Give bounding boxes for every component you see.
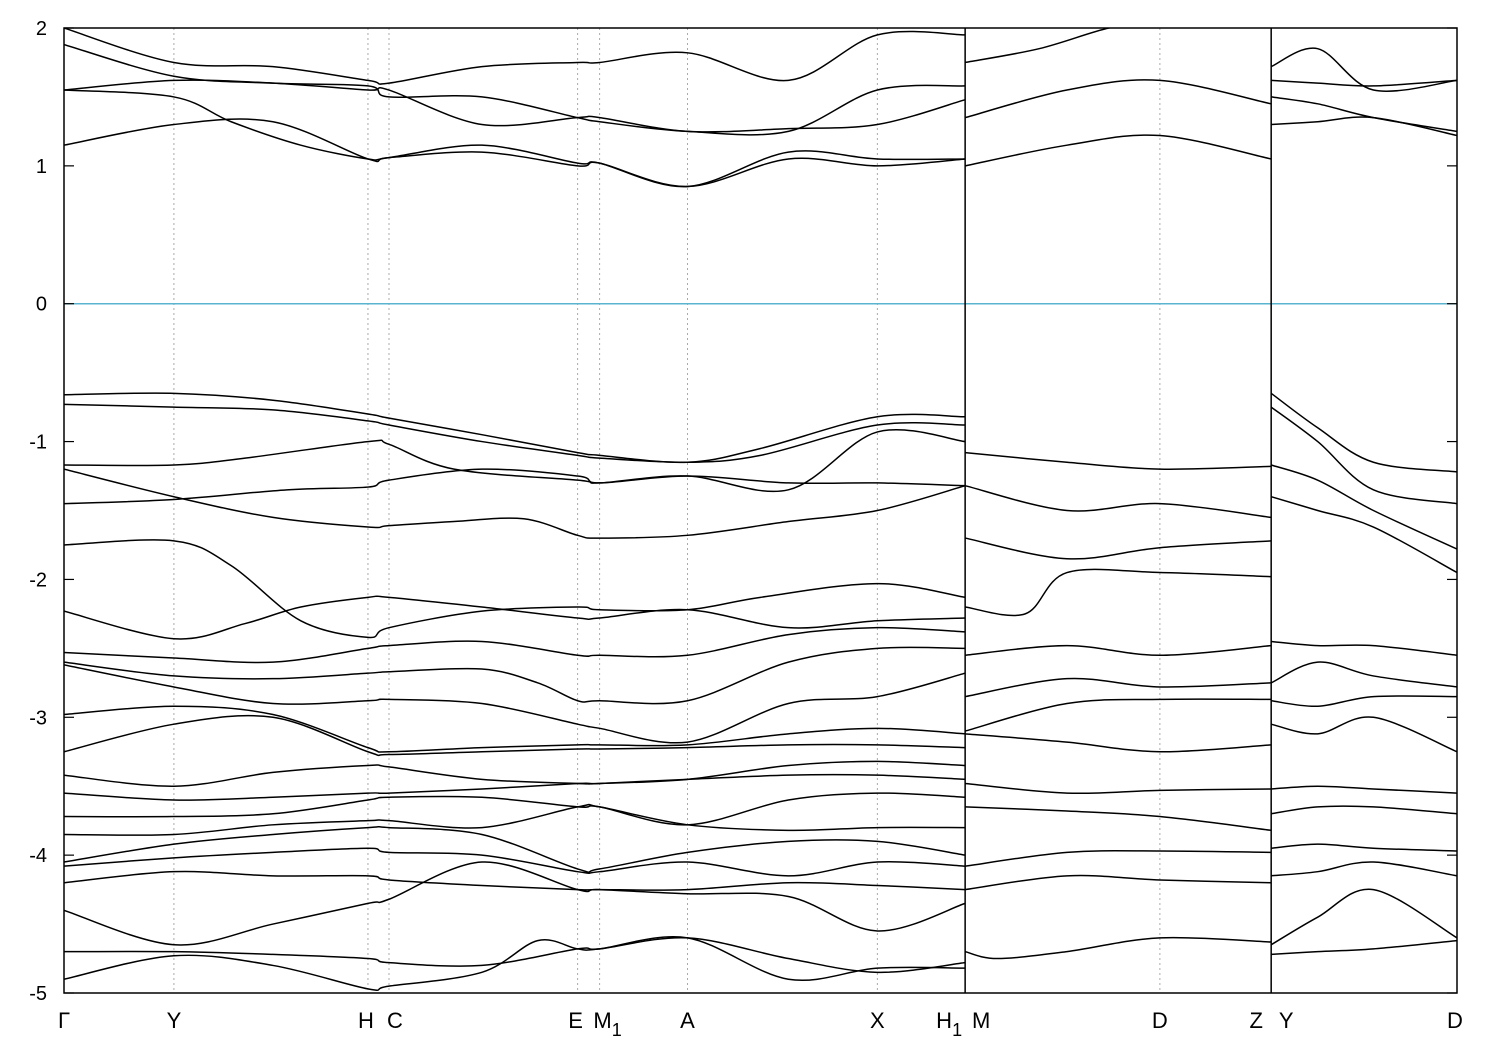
band-line xyxy=(965,733,1272,753)
band-line xyxy=(1271,695,1457,708)
band-line xyxy=(1271,716,1457,753)
band-line xyxy=(965,677,1272,698)
band-line xyxy=(964,484,1272,519)
band-line xyxy=(64,28,966,85)
band-line xyxy=(1270,392,1457,473)
band-line xyxy=(64,705,966,753)
band-line xyxy=(64,539,966,639)
band-line xyxy=(1270,495,1457,574)
y-tick-label: -2 xyxy=(29,569,47,591)
band-line xyxy=(64,595,966,640)
y-tick-label: 0 xyxy=(36,294,47,316)
band-line xyxy=(1271,843,1457,852)
band-line xyxy=(965,782,1272,795)
band-line xyxy=(64,646,966,705)
x-tick-label: M1 xyxy=(593,1008,621,1040)
band-line xyxy=(1271,79,1457,87)
y-tick-label: -1 xyxy=(29,432,47,454)
band-line xyxy=(964,79,1272,119)
band-line xyxy=(64,468,966,505)
band-line xyxy=(64,936,966,992)
band-line xyxy=(1270,47,1457,92)
band-line xyxy=(1270,661,1457,688)
band-line xyxy=(64,936,966,974)
x-tick-label: D xyxy=(1152,1008,1168,1033)
x-tick-label: D xyxy=(1447,1008,1463,1033)
band-line xyxy=(64,626,966,664)
x-tick-label: A xyxy=(680,1008,695,1033)
band-line xyxy=(965,849,1272,867)
band-line xyxy=(64,714,966,757)
band-line xyxy=(64,861,966,946)
band-line xyxy=(64,392,966,464)
band-line xyxy=(965,451,1272,470)
band-line xyxy=(1271,861,1457,877)
band-line xyxy=(1271,96,1457,133)
y-tick-label: -5 xyxy=(29,983,47,1005)
band-line xyxy=(64,825,966,873)
band-line xyxy=(964,537,1272,560)
x-axis-ticks: Γ Y H C E M1 A X H1 M D Z Y D xyxy=(58,1008,1463,1040)
band-line xyxy=(64,468,966,539)
x-tick-label: E xyxy=(568,1008,583,1033)
x-tick-label: M xyxy=(972,1008,990,1033)
x-tick-label: Z xyxy=(1249,1008,1262,1033)
x-tick-label: H xyxy=(358,1008,374,1033)
x-tick-label: Y xyxy=(1279,1008,1294,1033)
band-line xyxy=(964,698,1272,732)
band-line xyxy=(1271,805,1457,815)
band-line xyxy=(64,89,966,188)
band-line xyxy=(1271,116,1457,137)
band-line xyxy=(64,760,966,787)
band-line xyxy=(964,134,1272,167)
band-line xyxy=(1270,464,1457,550)
band-line xyxy=(64,792,966,826)
band-line xyxy=(964,28,1113,64)
bands-group xyxy=(64,28,1457,993)
band-line xyxy=(64,43,966,136)
x-tick-label: X xyxy=(870,1008,885,1033)
x-tick-label: H1 xyxy=(936,1008,962,1040)
x-tick-label: Γ xyxy=(58,1008,70,1033)
band-line xyxy=(64,118,966,188)
band-line xyxy=(1270,888,1457,946)
band-line xyxy=(965,806,1272,832)
band-line xyxy=(64,803,966,836)
plot-frame xyxy=(63,27,1458,994)
y-axis-ticks: 2 1 0 -1 -2 -3 -4 -5 xyxy=(29,18,1457,1005)
band-line xyxy=(965,874,1272,891)
band-line xyxy=(64,773,966,801)
band-line xyxy=(64,664,966,744)
band-line xyxy=(1270,406,1457,505)
y-tick-label: -4 xyxy=(29,845,47,867)
band-line xyxy=(1271,640,1457,656)
y-tick-label: 2 xyxy=(36,18,47,40)
band-line xyxy=(1271,785,1457,794)
band-line xyxy=(964,936,1272,960)
band-line xyxy=(64,403,966,464)
band-line xyxy=(965,644,1272,657)
y-tick-label: 1 xyxy=(36,156,47,178)
band-line xyxy=(965,568,1272,617)
band-line xyxy=(64,847,966,877)
band-line xyxy=(1271,939,1457,956)
x-tick-label: Y xyxy=(167,1008,182,1033)
y-tick-label: -3 xyxy=(29,707,47,729)
band-line xyxy=(64,870,966,891)
x-tick-label: C xyxy=(387,1008,403,1033)
